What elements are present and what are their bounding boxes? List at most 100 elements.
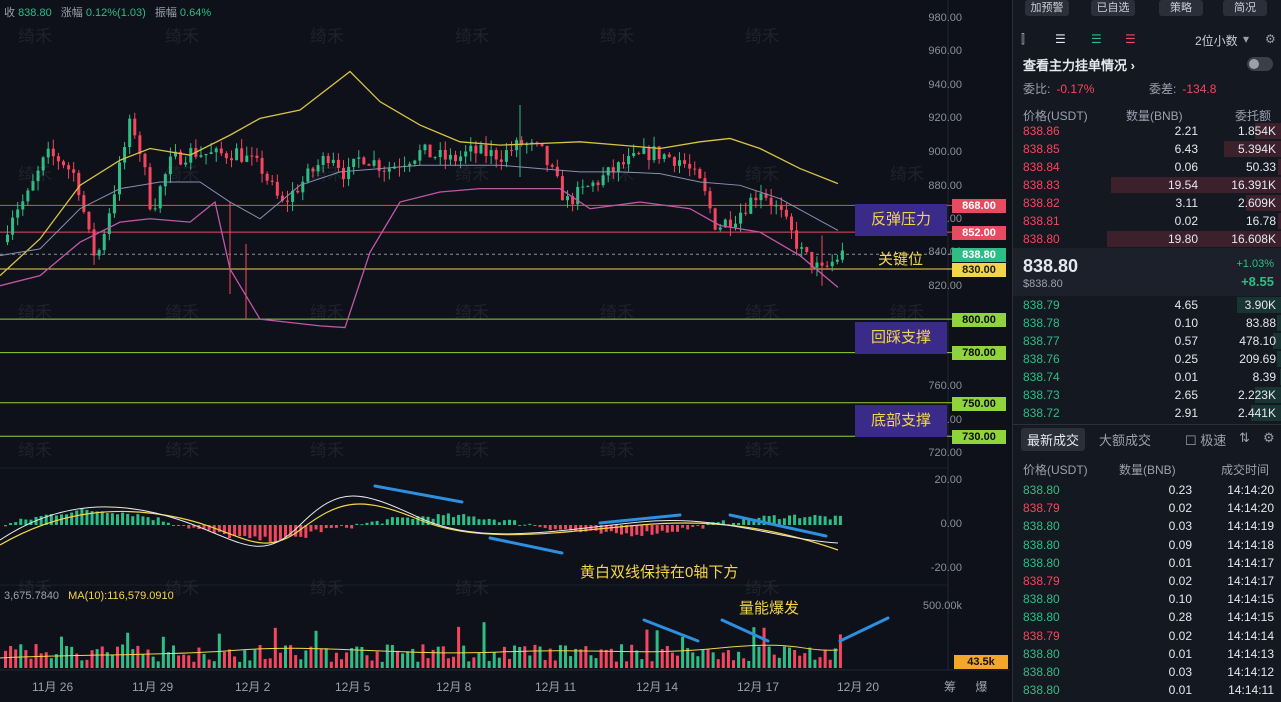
volume-bar [289,645,293,668]
macd-histogram-bar [187,525,191,529]
book-mode-asks-icon[interactable]: ☰ [1055,32,1066,46]
trade-row[interactable]: 838.80 0.23 14:14:20 [1013,481,1281,499]
candle-body [754,197,758,201]
tab-large-trades[interactable]: 大额成交 [1099,433,1152,448]
trade-row[interactable]: 838.79 0.02 14:14:17 [1013,572,1281,590]
trade-row[interactable]: 838.80 0.09 14:14:18 [1013,536,1281,554]
candle-body [382,170,386,172]
trade-row[interactable]: 838.80 0.10 14:14:15 [1013,590,1281,608]
ask-price: 838.80 [1023,232,1060,246]
trade-time: 14:14:15 [1227,610,1274,625]
ask-row[interactable]: 838.82 3.11 2.609K [1013,194,1281,212]
favorite-button[interactable]: 已自选 [1091,0,1135,16]
macd-histogram-bar [441,515,445,525]
macd-histogram-bar [574,525,578,531]
candle-body [601,175,605,186]
filter-icon[interactable]: ⇅ [1239,430,1250,445]
ask-qty: 19.80 [1167,232,1198,246]
candle-body [148,167,152,210]
ask-row[interactable]: 838.84 0.06 50.33 [1013,158,1281,176]
trade-row[interactable]: 838.80 0.03 14:14:19 [1013,517,1281,535]
macd-histogram-bar [289,525,293,537]
main-orders-toggle[interactable] [1247,57,1273,71]
trade-qty: 0.01 [1168,555,1192,570]
bid-row[interactable]: 838.76 0.25 209.69 [1013,350,1281,368]
precision-select[interactable]: 2位小数 [1195,34,1238,48]
trade-row[interactable]: 838.80 0.01 14:14:13 [1013,645,1281,663]
trade-row[interactable]: 838.80 0.03 14:14:12 [1013,663,1281,681]
bid-row[interactable]: 838.72 2.91 2.441K [1013,404,1281,422]
candle-body [62,161,65,166]
strategy-button[interactable]: 策略 [1159,0,1203,16]
bid-price: 838.72 [1023,406,1060,420]
alert-button[interactable]: 加预警 [1025,0,1069,16]
ask-row[interactable]: 838.83 19.54 16.391K [1013,176,1281,194]
main-orders-link[interactable]: 查看主力挂单情况 › [1023,55,1135,74]
book-controls: ⫿ ☰ ☰ ☰ 2位小数 ▾ ⚙ [1021,32,1277,50]
bid-row[interactable]: 838.74 0.01 8.39 [1013,368,1281,386]
support-tag-800: 800.00 [952,313,1006,327]
depth-bar [1278,159,1281,175]
ask-row[interactable]: 838.81 0.02 16.78 [1013,212,1281,230]
candle-body [31,181,35,191]
trade-row[interactable]: 838.80 0.28 14:14:15 [1013,608,1281,626]
resistance-tag-868: 868.00 [952,199,1006,213]
depth-bar [1251,405,1281,421]
bid-qty: 2.65 [1174,388,1198,402]
macd-histogram-bar [212,525,216,534]
kline-canvas[interactable] [0,0,1010,702]
ask-row[interactable]: 838.85 6.43 5.394K [1013,140,1281,158]
macd-histogram-bar [492,519,496,525]
chart-tool-icons[interactable]: 筹 爆 [944,680,996,694]
chevron-down-icon[interactable]: ▾ [1243,32,1250,46]
volume-bar [156,661,160,668]
candle-body [153,208,157,210]
bid-row[interactable]: 838.73 2.65 2.223K [1013,386,1281,404]
volume-bar [436,646,440,668]
ask-row[interactable]: 838.80 19.80 16.608K [1013,230,1281,248]
book-mode-bids-icon[interactable]: ☰ [1091,32,1102,46]
macd-histogram-bar [131,516,135,525]
settings-gear-icon[interactable]: ⚙ [1263,430,1275,445]
trade-row[interactable]: 838.79 0.02 14:14:20 [1013,499,1281,517]
macd-histogram-bar [126,513,130,525]
macd-histogram-bar [670,525,674,532]
macd-histogram-bar [747,519,751,525]
bid-row[interactable]: 838.77 0.57 478.10 [1013,332,1281,350]
macd-histogram-bar [620,525,623,535]
macd-histogram-bar [263,525,267,537]
bid-row[interactable]: 838.78 0.10 83.88 [1013,314,1281,332]
candle-body [800,247,804,249]
volume-bar [635,650,639,668]
candle-body [627,155,631,165]
candle-body [683,160,687,164]
trade-price: 838.80 [1023,646,1060,661]
trade-row[interactable]: 838.80 0.01 14:14:17 [1013,554,1281,572]
kline-chart-area[interactable]: 收 838.80 涨幅 0.12%(1.03) 振幅 0.64% 980.00 … [0,0,1010,702]
candle-body [240,148,244,162]
settings-gear-icon[interactable]: ⚙ [1265,32,1276,46]
overview-button[interactable]: 简况 [1223,0,1267,16]
book-mode-split-icon[interactable]: ☰ [1125,32,1136,46]
trade-qty-header[interactable]: 数量(BNB) [1119,463,1176,477]
trade-row[interactable]: 838.80 0.01 14:14:11 [1013,681,1281,699]
macd-histogram-bar [105,513,109,525]
speed-checkbox[interactable]: ☐ 极速 [1185,433,1227,448]
volume-bar [355,646,359,668]
candle-body [678,160,681,166]
volume-bar [721,652,725,668]
trade-row[interactable]: 838.79 0.02 14:14:14 [1013,627,1281,645]
macd-histogram-bar [823,516,827,525]
volume-bar [100,646,104,668]
ask-row[interactable]: 838.86 2.21 1.854K [1013,122,1281,140]
qty-col-header[interactable]: 数量(BNB) [1126,109,1183,123]
amount-col-header[interactable]: 委托额 [1235,109,1272,123]
tab-latest-trades[interactable]: 最新成交 [1021,428,1086,451]
macd-histogram-bar [660,525,664,531]
bid-row[interactable]: 838.79 4.65 3.90K [1013,296,1281,314]
book-mode-both-icon[interactable]: ⫿ [1021,32,1025,46]
macd-histogram-bar [436,514,440,525]
candle-body [566,196,569,201]
volume-bar [670,652,674,668]
volume-bar [431,649,435,668]
